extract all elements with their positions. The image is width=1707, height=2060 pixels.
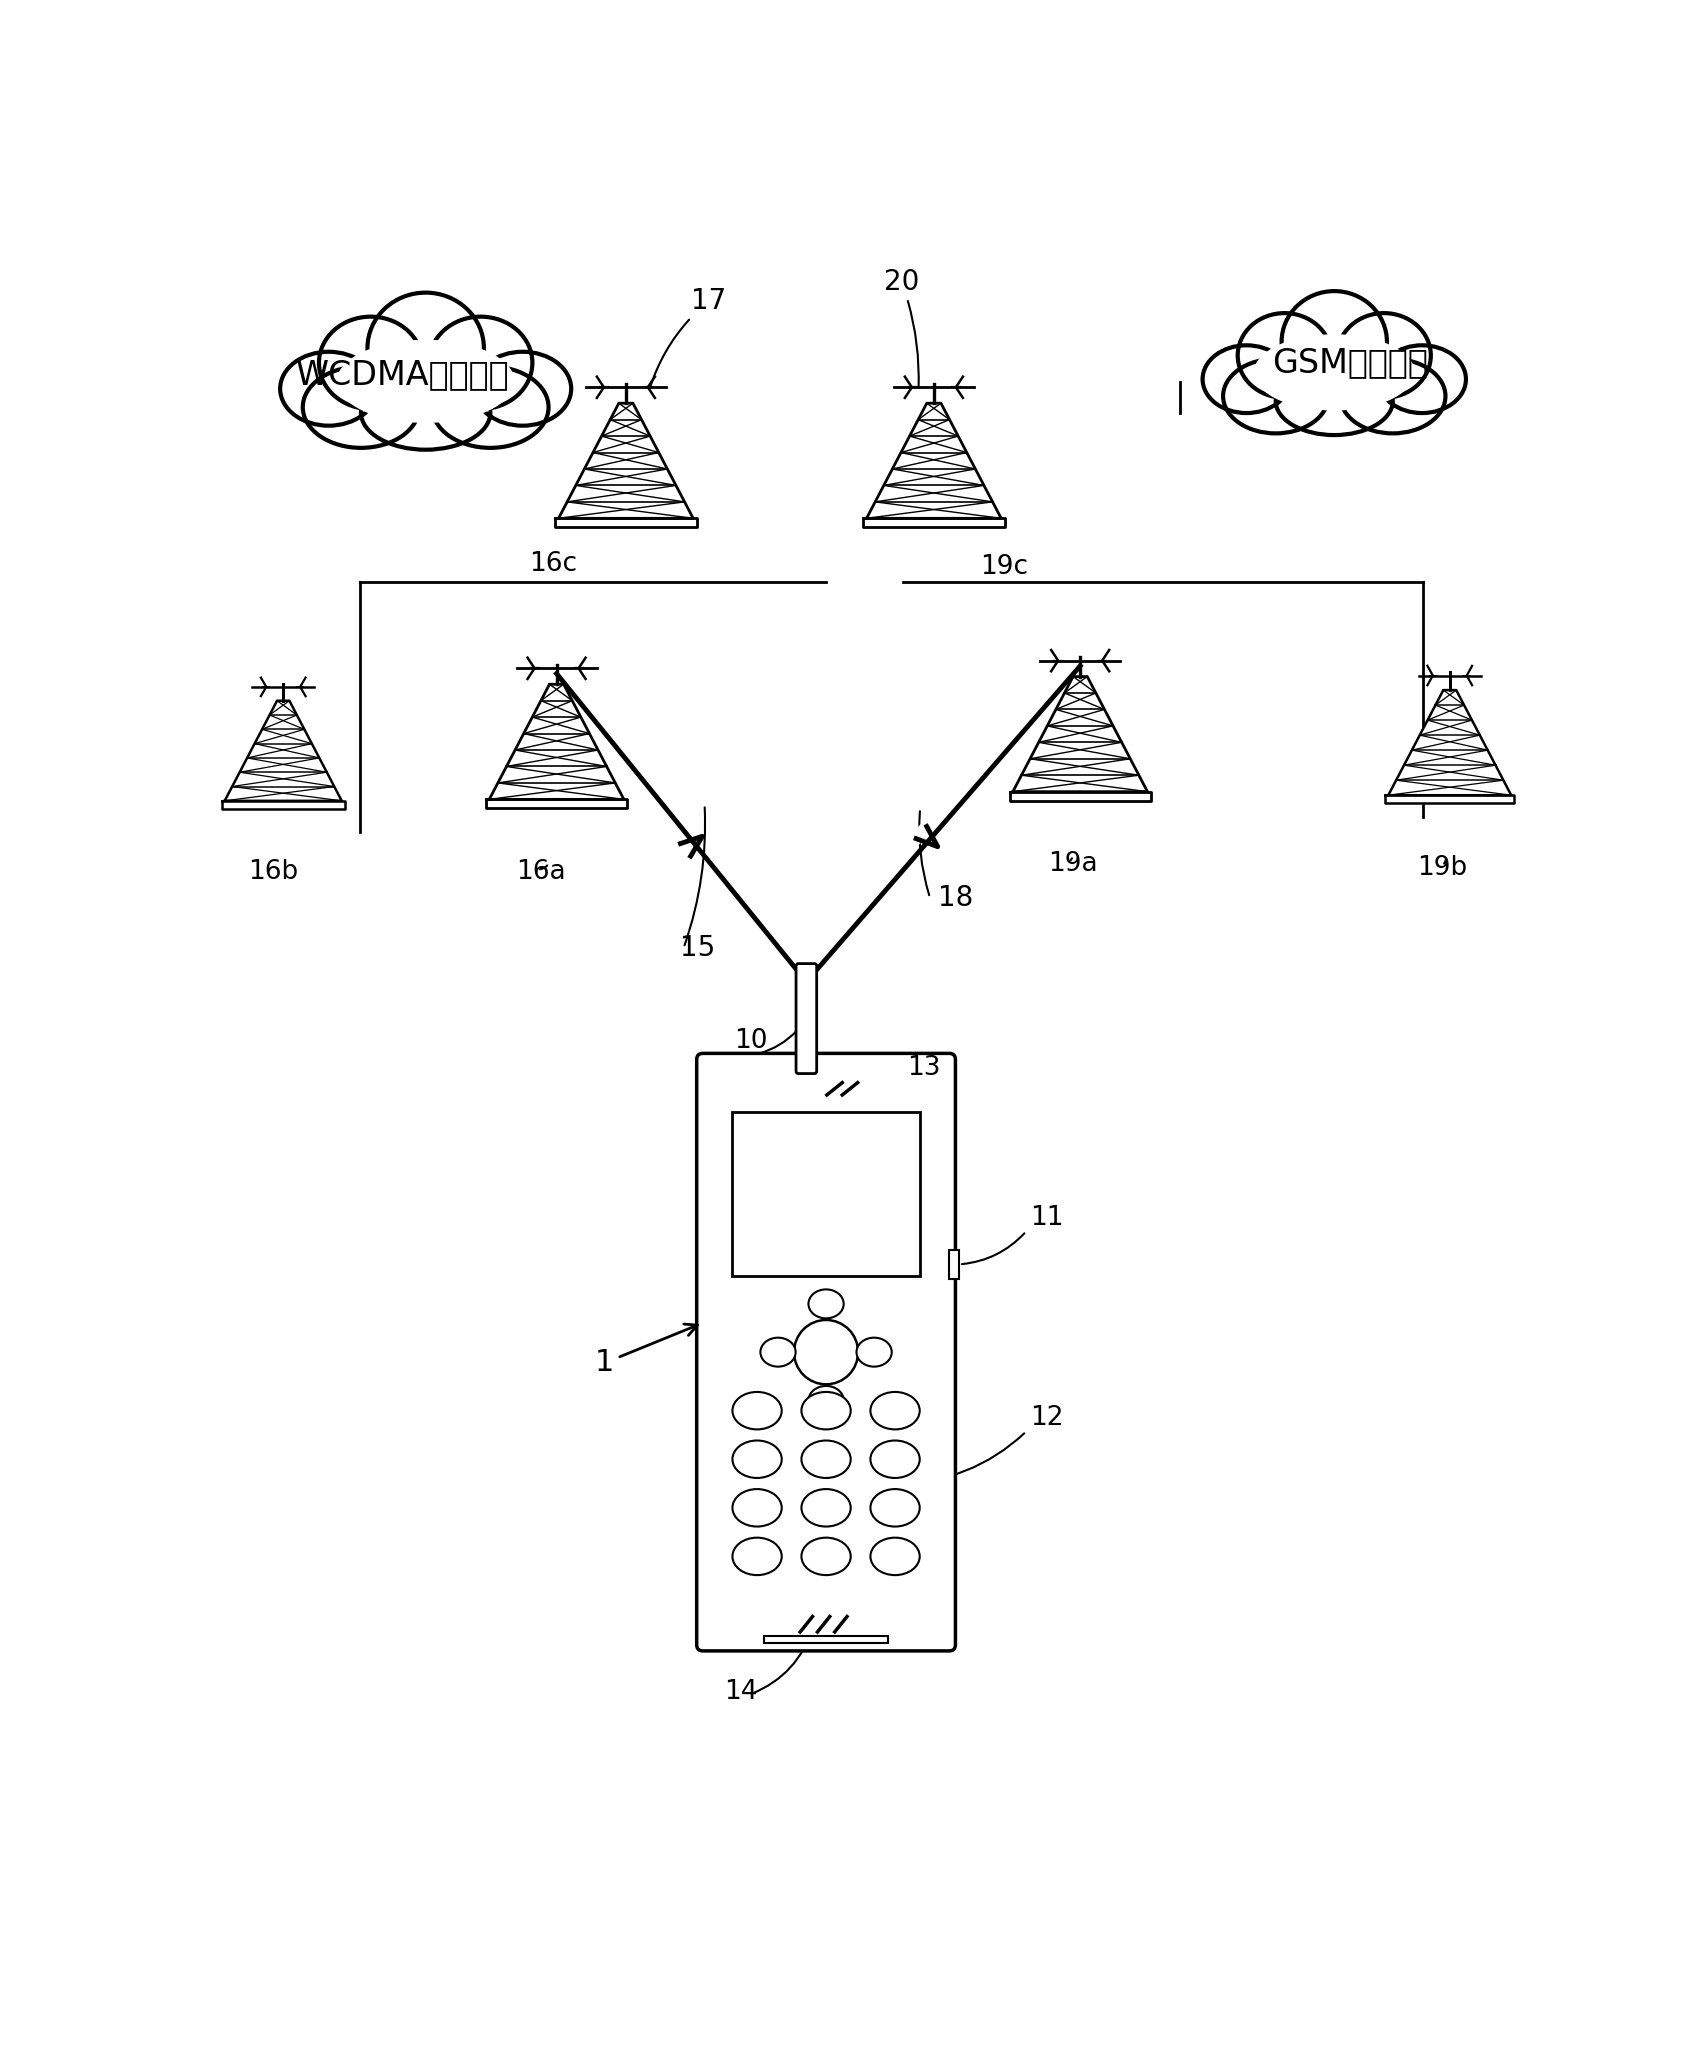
FancyBboxPatch shape	[795, 964, 816, 1073]
Ellipse shape	[1253, 334, 1413, 410]
Ellipse shape	[1378, 346, 1465, 414]
Text: 12: 12	[1029, 1405, 1063, 1432]
Ellipse shape	[801, 1393, 850, 1430]
Ellipse shape	[302, 367, 418, 447]
Ellipse shape	[871, 1537, 918, 1576]
Text: 1: 1	[594, 1325, 696, 1378]
Bar	[732, 1112, 918, 1275]
Polygon shape	[558, 404, 693, 519]
Text: 10: 10	[734, 1028, 766, 1055]
Bar	[765, 1636, 888, 1644]
Text: 13: 13	[906, 1055, 941, 1082]
Polygon shape	[1388, 690, 1511, 795]
Text: 16a: 16a	[516, 859, 565, 884]
Ellipse shape	[871, 1440, 918, 1477]
Text: 11: 11	[1029, 1205, 1063, 1232]
Ellipse shape	[428, 317, 533, 410]
Polygon shape	[485, 799, 626, 808]
Ellipse shape	[432, 367, 548, 447]
Ellipse shape	[801, 1440, 850, 1477]
Ellipse shape	[367, 293, 483, 404]
Text: 18: 18	[937, 884, 973, 913]
Ellipse shape	[760, 1337, 795, 1366]
Text: 14: 14	[724, 1679, 758, 1706]
Ellipse shape	[855, 1337, 891, 1366]
Ellipse shape	[1280, 290, 1386, 393]
Polygon shape	[1009, 791, 1151, 801]
Ellipse shape	[1337, 313, 1430, 398]
Ellipse shape	[475, 352, 570, 426]
Ellipse shape	[280, 352, 377, 426]
Text: 16b: 16b	[248, 859, 299, 884]
Ellipse shape	[732, 1489, 782, 1526]
Ellipse shape	[336, 340, 514, 422]
Text: 19c: 19c	[980, 554, 1028, 581]
Text: 19a: 19a	[1046, 851, 1096, 878]
Ellipse shape	[360, 375, 490, 449]
Ellipse shape	[1340, 358, 1444, 433]
Ellipse shape	[801, 1489, 850, 1526]
Text: 20: 20	[883, 268, 918, 387]
Polygon shape	[1384, 795, 1514, 803]
Ellipse shape	[732, 1393, 782, 1430]
Ellipse shape	[732, 1537, 782, 1576]
Ellipse shape	[1202, 346, 1289, 414]
Bar	[949, 1250, 959, 1279]
Polygon shape	[862, 519, 1004, 527]
Polygon shape	[1012, 676, 1147, 791]
Ellipse shape	[807, 1386, 843, 1415]
Ellipse shape	[801, 1537, 850, 1576]
Ellipse shape	[871, 1489, 918, 1526]
Ellipse shape	[871, 1393, 918, 1430]
Polygon shape	[865, 404, 1000, 519]
Text: 17: 17	[649, 286, 725, 387]
Ellipse shape	[1222, 358, 1328, 433]
Ellipse shape	[1275, 367, 1391, 435]
Polygon shape	[555, 519, 696, 527]
Text: GSM电信网络: GSM电信网络	[1272, 346, 1427, 379]
Text: 16c: 16c	[529, 550, 577, 577]
Ellipse shape	[1238, 313, 1330, 398]
Ellipse shape	[807, 1290, 843, 1318]
Ellipse shape	[732, 1440, 782, 1477]
Text: WCDMA电信网络: WCDMA电信网络	[295, 358, 509, 391]
Text: 19b: 19b	[1417, 855, 1466, 882]
FancyBboxPatch shape	[696, 1053, 954, 1650]
Text: 15: 15	[679, 933, 715, 962]
Polygon shape	[225, 700, 341, 801]
Polygon shape	[488, 684, 623, 799]
Ellipse shape	[794, 1320, 857, 1384]
Polygon shape	[222, 801, 345, 808]
Ellipse shape	[319, 317, 422, 410]
